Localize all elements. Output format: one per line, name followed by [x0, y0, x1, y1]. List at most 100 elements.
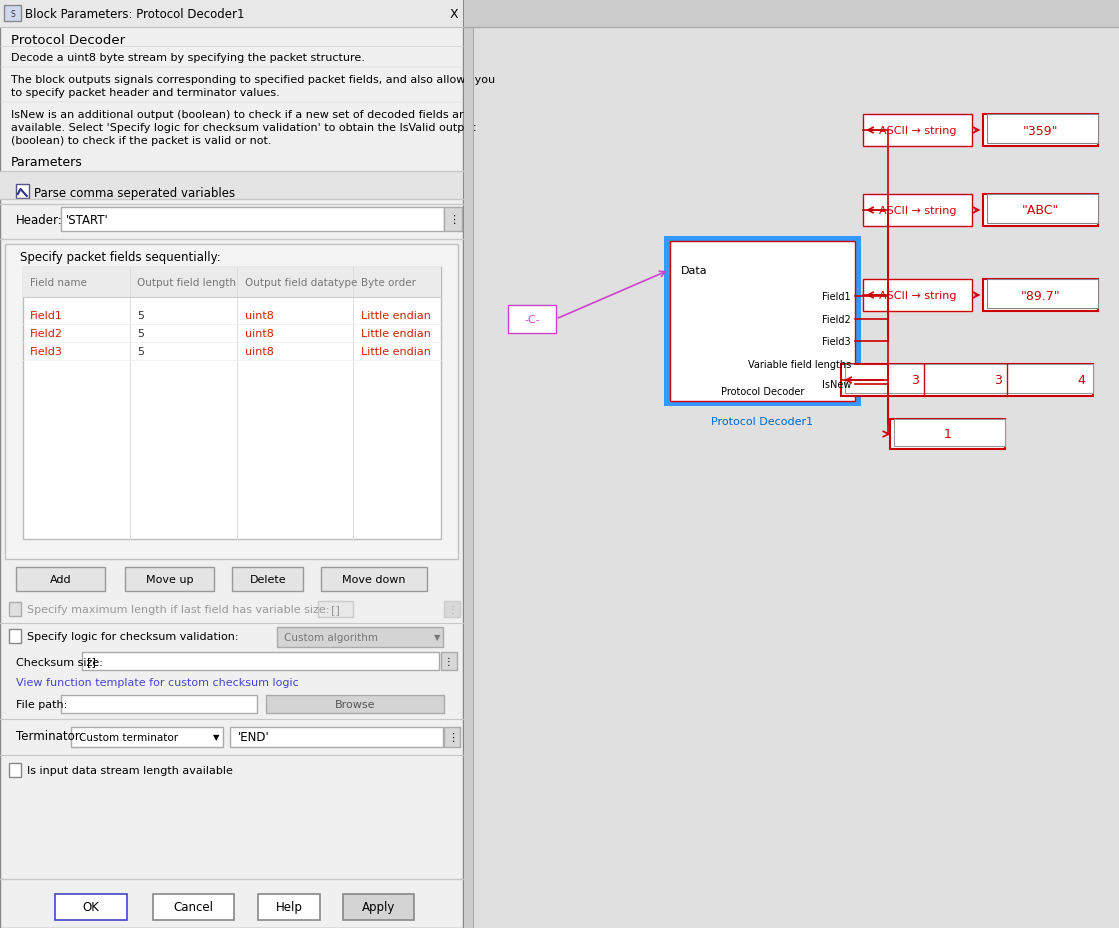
FancyBboxPatch shape	[4, 6, 20, 22]
Text: (boolean) to check if the packet is valid or not.: (boolean) to check if the packet is vali…	[11, 135, 271, 146]
Text: Data: Data	[680, 265, 707, 276]
FancyBboxPatch shape	[60, 208, 444, 232]
Text: View function template for custom checksum logic: View function template for custom checks…	[16, 677, 299, 688]
FancyBboxPatch shape	[231, 728, 443, 747]
Text: ASCII → string: ASCII → string	[880, 206, 957, 216]
Text: 1: 1	[943, 428, 951, 441]
Text: ⋮: ⋮	[448, 214, 459, 225]
FancyBboxPatch shape	[508, 305, 556, 334]
Text: 'START': 'START'	[66, 213, 109, 226]
Text: "359": "359"	[1023, 124, 1059, 137]
FancyBboxPatch shape	[318, 601, 354, 617]
Text: -C-: -C-	[524, 315, 539, 325]
Text: Parameters: Parameters	[11, 155, 83, 168]
Text: Protocol Decoder1: Protocol Decoder1	[712, 417, 814, 427]
Text: ⋮: ⋮	[444, 656, 453, 666]
FancyBboxPatch shape	[984, 195, 1098, 226]
FancyBboxPatch shape	[464, 0, 1119, 28]
Text: Output field datatype: Output field datatype	[245, 277, 357, 288]
FancyBboxPatch shape	[444, 728, 461, 747]
FancyBboxPatch shape	[987, 195, 1098, 224]
Text: Block Parameters: Protocol Decoder1: Block Parameters: Protocol Decoder1	[25, 7, 244, 20]
FancyBboxPatch shape	[23, 267, 441, 539]
FancyBboxPatch shape	[153, 894, 234, 920]
Text: Field name: Field name	[30, 277, 87, 288]
Text: Output field length: Output field length	[138, 277, 236, 288]
Text: ▼: ▼	[434, 633, 441, 642]
Text: 5: 5	[138, 311, 144, 321]
Text: uint8: uint8	[245, 347, 273, 356]
Text: Field1: Field1	[822, 291, 852, 302]
Text: Field3: Field3	[30, 347, 63, 356]
Text: Terminator:: Terminator:	[16, 729, 84, 742]
FancyBboxPatch shape	[257, 894, 320, 920]
Text: Parse comma seperated variables: Parse comma seperated variables	[34, 187, 235, 200]
Text: Cancel: Cancel	[173, 900, 214, 913]
FancyBboxPatch shape	[984, 279, 1098, 312]
Text: Browse: Browse	[335, 699, 376, 709]
Text: Specify packet fields sequentially:: Specify packet fields sequentially:	[20, 251, 220, 264]
Text: "ABC": "ABC"	[1022, 204, 1059, 217]
FancyBboxPatch shape	[0, 173, 463, 200]
Text: Decode a uint8 byte stream by specifying the packet structure.: Decode a uint8 byte stream by specifying…	[11, 53, 365, 63]
Text: Custom algorithm: Custom algorithm	[284, 632, 378, 642]
FancyBboxPatch shape	[276, 627, 443, 648]
FancyBboxPatch shape	[9, 629, 21, 643]
FancyBboxPatch shape	[845, 365, 1093, 393]
Text: 5: 5	[138, 329, 144, 339]
Text: "89.7": "89.7"	[1021, 290, 1060, 303]
Text: Protocol Decoder: Protocol Decoder	[11, 33, 125, 46]
Text: Add: Add	[50, 574, 72, 585]
FancyBboxPatch shape	[23, 267, 441, 298]
FancyBboxPatch shape	[891, 419, 1005, 449]
Text: Little endian: Little endian	[360, 347, 431, 356]
FancyBboxPatch shape	[665, 237, 861, 406]
Text: uint8: uint8	[245, 329, 273, 339]
Text: Checksum size:: Checksum size:	[16, 657, 103, 667]
Text: ASCII → string: ASCII → string	[880, 126, 957, 135]
FancyBboxPatch shape	[60, 695, 257, 714]
Text: to specify packet header and terminator values.: to specify packet header and terminator …	[11, 88, 280, 97]
Text: X: X	[450, 7, 459, 20]
Text: Custom terminator: Custom terminator	[78, 732, 178, 742]
Text: Protocol Decoder: Protocol Decoder	[721, 387, 805, 396]
FancyBboxPatch shape	[55, 894, 126, 920]
FancyBboxPatch shape	[16, 567, 105, 591]
FancyBboxPatch shape	[72, 728, 223, 747]
Text: Move down: Move down	[342, 574, 406, 585]
FancyBboxPatch shape	[9, 763, 21, 777]
FancyBboxPatch shape	[6, 245, 458, 560]
Text: Apply: Apply	[361, 900, 395, 913]
Text: Field2: Field2	[30, 329, 64, 339]
Text: ⋮: ⋮	[448, 604, 458, 614]
Text: Specify maximum length if last field has variable size:: Specify maximum length if last field has…	[27, 604, 329, 614]
Text: 'END': 'END'	[237, 730, 270, 743]
Text: IsNew: IsNew	[821, 380, 852, 390]
Text: Byte order: Byte order	[360, 277, 415, 288]
Text: []: []	[331, 604, 340, 614]
Text: Variable field lengths: Variable field lengths	[747, 360, 852, 369]
Text: File path:: File path:	[16, 699, 67, 709]
FancyBboxPatch shape	[863, 195, 972, 226]
Text: []: []	[87, 656, 96, 666]
FancyBboxPatch shape	[16, 185, 29, 199]
FancyBboxPatch shape	[984, 115, 1098, 147]
FancyBboxPatch shape	[987, 115, 1098, 144]
FancyBboxPatch shape	[441, 652, 457, 670]
FancyBboxPatch shape	[342, 894, 414, 920]
FancyBboxPatch shape	[9, 602, 21, 616]
Text: 3: 3	[994, 374, 1002, 387]
FancyBboxPatch shape	[321, 567, 426, 591]
FancyBboxPatch shape	[841, 365, 1093, 396]
Text: 4: 4	[1078, 374, 1085, 387]
FancyBboxPatch shape	[0, 0, 463, 28]
FancyBboxPatch shape	[464, 28, 473, 928]
Text: Header:: Header:	[16, 213, 63, 226]
Text: Specify logic for checksum validation:: Specify logic for checksum validation:	[27, 631, 238, 641]
FancyBboxPatch shape	[987, 279, 1098, 309]
Text: uint8: uint8	[245, 311, 273, 321]
Text: ▼: ▼	[213, 733, 219, 741]
Text: Little endian: Little endian	[360, 329, 431, 339]
FancyBboxPatch shape	[82, 652, 439, 670]
Text: IsNew is an additional output (boolean) to check if a new set of decoded fields : IsNew is an additional output (boolean) …	[11, 110, 470, 120]
